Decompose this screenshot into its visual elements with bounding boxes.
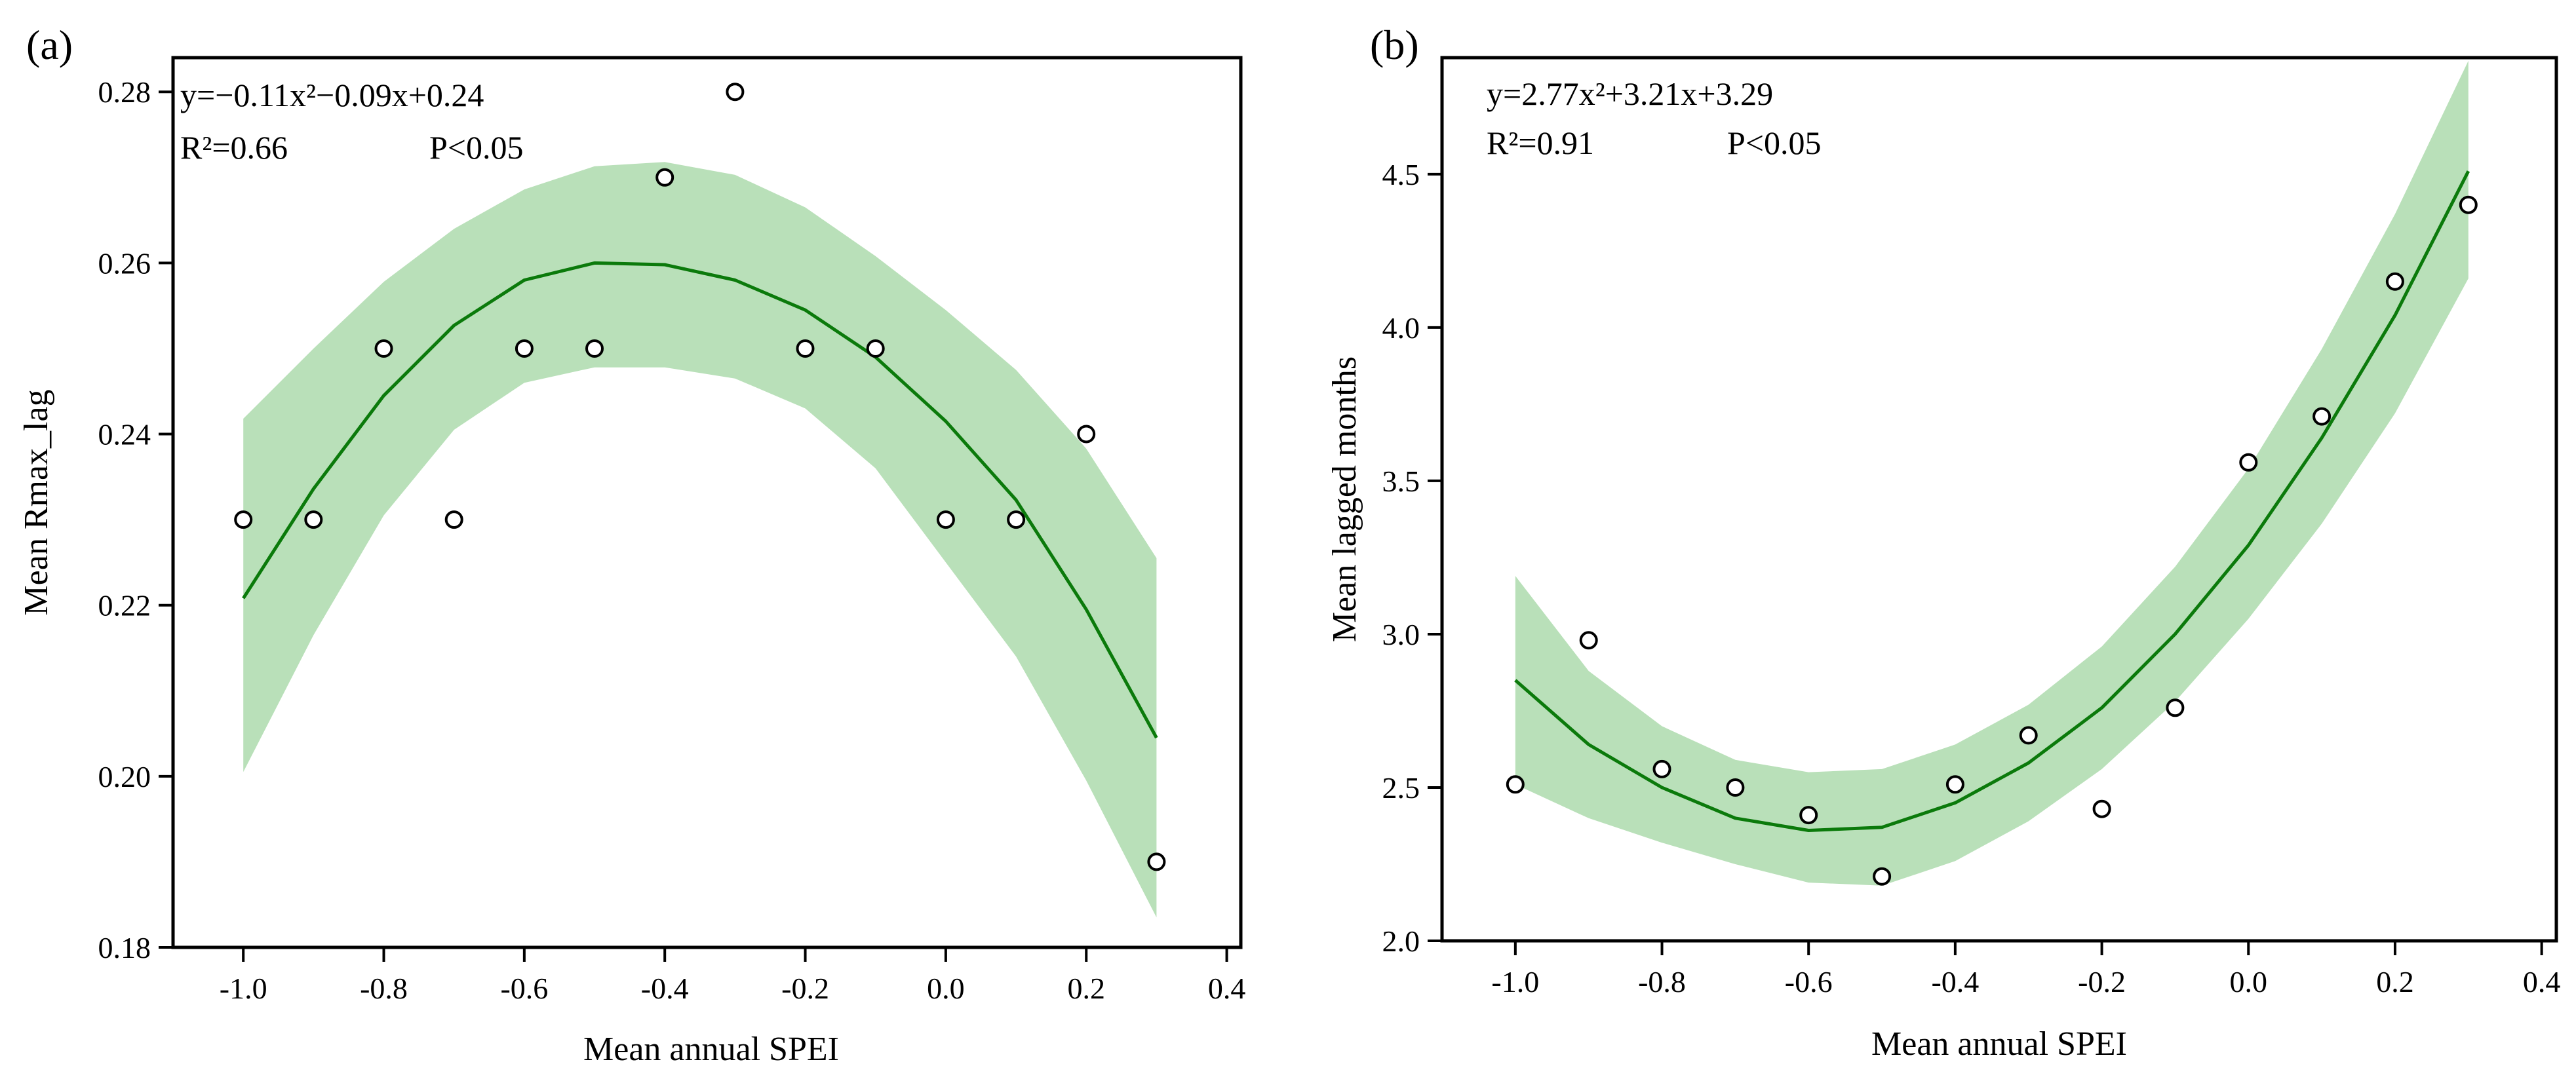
data-point-a	[1007, 510, 1026, 529]
data-point-b	[1579, 631, 1598, 650]
data-point-b	[2166, 698, 2185, 717]
x-tick-label-b: -0.6	[1785, 965, 1833, 998]
data-point-b	[1652, 759, 1671, 778]
x-tick-label-b: -1.0	[1491, 965, 1539, 998]
data-point-b	[2239, 453, 2258, 472]
x-tick-label-a: 0.0	[927, 972, 965, 1005]
panel-a: -1.0 -0.8 -0.6 -0.4 -0.2 0.0 0.2 0.4 0.180.200.…	[18, 22, 1245, 1068]
panel-label-b: (b)	[1370, 22, 1419, 68]
y-tick-label-a: 0.20	[98, 760, 151, 793]
x-tick-label-a: -0.4	[641, 972, 689, 1005]
x-axis-title-b: Mean annual SPEI	[1871, 1025, 2127, 1063]
x-ticks-a: -1.0 -0.8 -0.6 -0.4 -0.2 0.0 0.2 0.4	[220, 947, 1246, 1005]
data-point-a	[726, 83, 745, 102]
x-tick-label-b: 0.2	[2376, 965, 2414, 998]
r-squared-b: R²=0.91	[1487, 124, 1594, 161]
y-axis-title-b: Mean lagged months	[1326, 356, 1363, 642]
data-point-a	[234, 510, 253, 529]
p-value-b: P<0.05	[1727, 124, 1822, 161]
y-axis-title-a: Mean Rmax_lag	[18, 389, 55, 615]
panel-b: -1.0 -0.8 -0.6 -0.4 -0.2 0.0 0.2 0.4 2.0 2.5 3.0 3…	[1326, 22, 2560, 1063]
data-point-b	[1726, 778, 1745, 797]
data-point-a	[655, 168, 674, 187]
x-tick-label-a: 0.2	[1067, 972, 1105, 1005]
data-points-a	[234, 83, 1166, 871]
plot-frame-a	[171, 56, 1243, 949]
confidence-band-area-b	[1515, 60, 2469, 886]
data-point-b	[2313, 407, 2332, 426]
confidence-band-b	[1515, 60, 2469, 886]
y-tick-label-a: 0.28	[98, 75, 151, 109]
fit-curve-b	[1514, 170, 2470, 832]
y-ticks-b: 2.0 2.5 3.0 3.5 4.0 4.5	[1382, 158, 1442, 958]
data-point-b	[1506, 775, 1525, 794]
r-squared-a: R²=0.66	[180, 129, 288, 166]
y-tick-label-b: 3.0	[1382, 618, 1420, 651]
data-point-a	[1147, 852, 1166, 871]
panel-label-a: (a)	[26, 22, 73, 68]
y-tick-label-a: 0.26	[98, 246, 151, 280]
x-ticks-b: -1.0 -0.8 -0.6 -0.4 -0.2 0.0 0.2 0.4	[1491, 941, 2560, 998]
data-point-b	[1945, 775, 1964, 794]
data-point-a	[374, 339, 393, 358]
data-point-a	[585, 339, 604, 358]
y-tick-label-b: 4.5	[1382, 158, 1420, 191]
data-point-b	[1799, 806, 1818, 825]
y-tick-label-b: 2.5	[1382, 771, 1420, 805]
confidence-band-a	[243, 162, 1157, 918]
x-tick-label-a: -1.0	[220, 972, 267, 1005]
y-tick-label-a: 0.22	[98, 589, 151, 622]
p-value-a: P<0.05	[429, 129, 524, 166]
x-tick-label-b: 0.4	[2523, 965, 2561, 998]
data-point-b	[1873, 867, 1892, 886]
y-tick-label-b: 2.0	[1382, 924, 1420, 958]
plot-frame-b	[1440, 56, 2558, 943]
data-point-b	[2092, 799, 2111, 818]
fit-line-b	[1514, 170, 2470, 832]
data-point-b	[2385, 272, 2404, 291]
fit-line-a	[242, 261, 1158, 739]
data-point-b	[2459, 195, 2478, 214]
data-point-a	[1077, 425, 1096, 444]
data-point-a	[304, 510, 323, 529]
y-ticks-a: 0.18 0.20 0.22 0.24 0.26 0.28	[98, 75, 173, 964]
data-point-b	[2019, 726, 2038, 745]
data-points-b	[1506, 195, 2478, 886]
y-tick-label-a: 0.24	[98, 418, 151, 451]
data-point-a	[936, 510, 955, 529]
x-tick-label-a: 0.4	[1208, 972, 1246, 1005]
y-tick-label-a: 0.18	[98, 931, 151, 964]
y-tick-label-b: 4.0	[1382, 311, 1420, 345]
fit-curve-a	[242, 261, 1158, 739]
confidence-band-area-a	[243, 162, 1157, 918]
data-point-a	[796, 339, 815, 358]
fit-equation-b: y=2.77x²+3.21x+3.29	[1487, 75, 1773, 112]
x-tick-label-b: -0.2	[2078, 965, 2126, 998]
x-axis-title-a: Mean annual SPEI	[583, 1031, 839, 1068]
data-point-a	[515, 339, 534, 358]
x-tick-label-b: 0.0	[2230, 965, 2268, 998]
data-point-a	[866, 339, 885, 358]
y-tick-label-b: 3.5	[1382, 465, 1420, 498]
fit-equation-a: y=−0.11x²−0.09x+0.24	[180, 77, 484, 113]
x-tick-label-b: -0.8	[1638, 965, 1686, 998]
x-tick-label-a: -0.6	[500, 972, 548, 1005]
x-tick-label-a: -0.8	[360, 972, 408, 1005]
data-point-a	[444, 510, 463, 529]
x-tick-label-a: -0.2	[781, 972, 829, 1005]
x-tick-label-b: -0.4	[1931, 965, 1979, 998]
